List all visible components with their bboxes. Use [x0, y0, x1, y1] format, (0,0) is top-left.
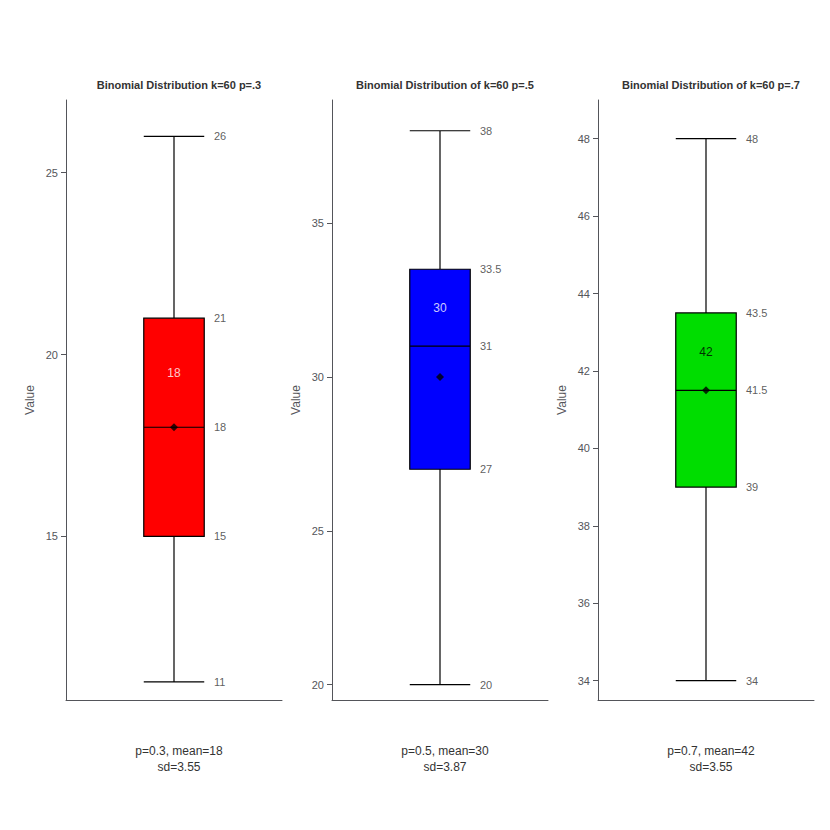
svg-text:sd=3.87: sd=3.87	[423, 760, 466, 774]
svg-text:48: 48	[578, 133, 590, 145]
svg-text:42: 42	[699, 345, 713, 359]
svg-text:38: 38	[480, 125, 492, 137]
svg-text:Binomial Distribution of k=60: Binomial Distribution of k=60 p=.5	[356, 79, 534, 91]
svg-text:34: 34	[578, 675, 590, 687]
svg-text:Value: Value	[289, 385, 303, 415]
svg-text:42: 42	[578, 365, 590, 377]
svg-text:25: 25	[46, 167, 58, 179]
svg-text:36: 36	[578, 597, 590, 609]
svg-text:43.5: 43.5	[746, 307, 767, 319]
svg-text:20: 20	[46, 349, 58, 361]
svg-text:Value: Value	[23, 385, 37, 415]
svg-text:Value: Value	[555, 385, 569, 415]
svg-text:38: 38	[578, 520, 590, 532]
svg-text:p=0.3, mean=18: p=0.3, mean=18	[135, 744, 223, 758]
svg-text:27: 27	[480, 463, 492, 475]
svg-text:Binomial Distribution of k=60: Binomial Distribution of k=60 p=.7	[622, 79, 800, 91]
svg-text:21: 21	[214, 312, 226, 324]
svg-text:p=0.7, mean=42: p=0.7, mean=42	[667, 744, 755, 758]
svg-text:35: 35	[312, 217, 324, 229]
svg-text:31: 31	[480, 340, 492, 352]
svg-text:25: 25	[312, 525, 324, 537]
svg-text:30: 30	[312, 371, 324, 383]
svg-text:34: 34	[746, 675, 758, 687]
svg-text:15: 15	[46, 530, 58, 542]
svg-text:41.5: 41.5	[746, 384, 767, 396]
svg-text:30: 30	[433, 301, 447, 315]
svg-text:sd=3.55: sd=3.55	[689, 760, 732, 774]
svg-text:20: 20	[312, 679, 324, 691]
svg-text:46: 46	[578, 210, 590, 222]
svg-text:sd=3.55: sd=3.55	[157, 760, 200, 774]
svg-text:11: 11	[214, 676, 225, 688]
svg-text:48: 48	[746, 133, 758, 145]
svg-text:18: 18	[214, 421, 226, 433]
svg-text:20: 20	[480, 679, 492, 691]
svg-text:15: 15	[214, 530, 226, 542]
svg-text:40: 40	[578, 442, 590, 454]
svg-text:Binomial Distribution k=60 p=.: Binomial Distribution k=60 p=.3	[97, 79, 261, 91]
svg-text:18: 18	[167, 366, 181, 380]
svg-text:p=0.5, mean=30: p=0.5, mean=30	[401, 744, 489, 758]
svg-text:33.5: 33.5	[480, 263, 501, 275]
svg-text:39: 39	[746, 481, 758, 493]
svg-text:44: 44	[578, 288, 590, 300]
svg-text:26: 26	[214, 130, 226, 142]
